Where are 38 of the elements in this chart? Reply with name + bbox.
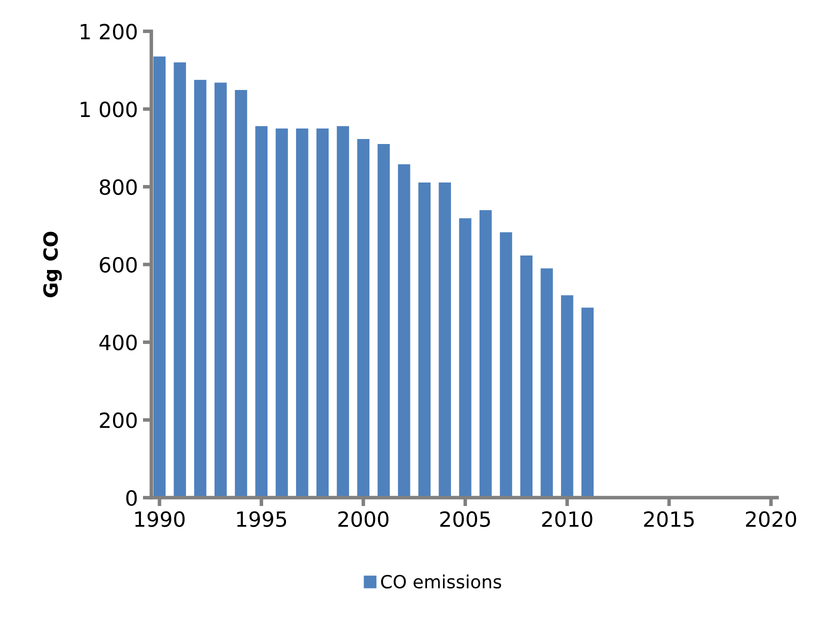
bar bbox=[255, 126, 268, 498]
y-tick-label: 600 bbox=[100, 256, 137, 273]
legend-label: CO emissions bbox=[381, 574, 502, 589]
bar bbox=[438, 182, 451, 498]
y-tick-label: 1 000 bbox=[80, 101, 137, 118]
bar bbox=[378, 144, 390, 498]
x-tick-label: 2015 bbox=[644, 511, 694, 527]
x-tick-label: 2020 bbox=[746, 511, 796, 527]
bar bbox=[276, 128, 288, 498]
bar bbox=[357, 138, 370, 498]
y-tick-label: 800 bbox=[100, 179, 137, 195]
y-tick-label: 0 bbox=[126, 490, 137, 506]
bar bbox=[418, 182, 431, 498]
bar bbox=[520, 256, 532, 498]
y-tick-label: 200 bbox=[100, 412, 137, 428]
bar bbox=[581, 308, 594, 498]
bar bbox=[214, 82, 227, 498]
bar bbox=[398, 164, 410, 498]
bar bbox=[234, 90, 248, 498]
bar bbox=[500, 232, 512, 498]
x-tick-label: 1995 bbox=[237, 511, 286, 527]
x-tick-label: 2010 bbox=[542, 511, 592, 527]
bar bbox=[480, 210, 492, 498]
x-tick-label: 2000 bbox=[338, 511, 388, 527]
bar bbox=[316, 128, 329, 498]
x-tick-label: 2005 bbox=[440, 511, 490, 527]
y-tick-label: 1 200 bbox=[80, 24, 137, 40]
bar bbox=[336, 126, 350, 498]
y-axis-title: Gg CO bbox=[43, 232, 62, 298]
x-tick-label: 1990 bbox=[135, 511, 185, 527]
bar bbox=[540, 268, 553, 498]
bar bbox=[459, 218, 472, 498]
bar bbox=[174, 62, 186, 498]
bar bbox=[561, 295, 574, 498]
y-tick-label: 400 bbox=[99, 334, 137, 350]
bar bbox=[153, 56, 166, 498]
bar bbox=[194, 80, 206, 498]
bar bbox=[296, 128, 308, 498]
